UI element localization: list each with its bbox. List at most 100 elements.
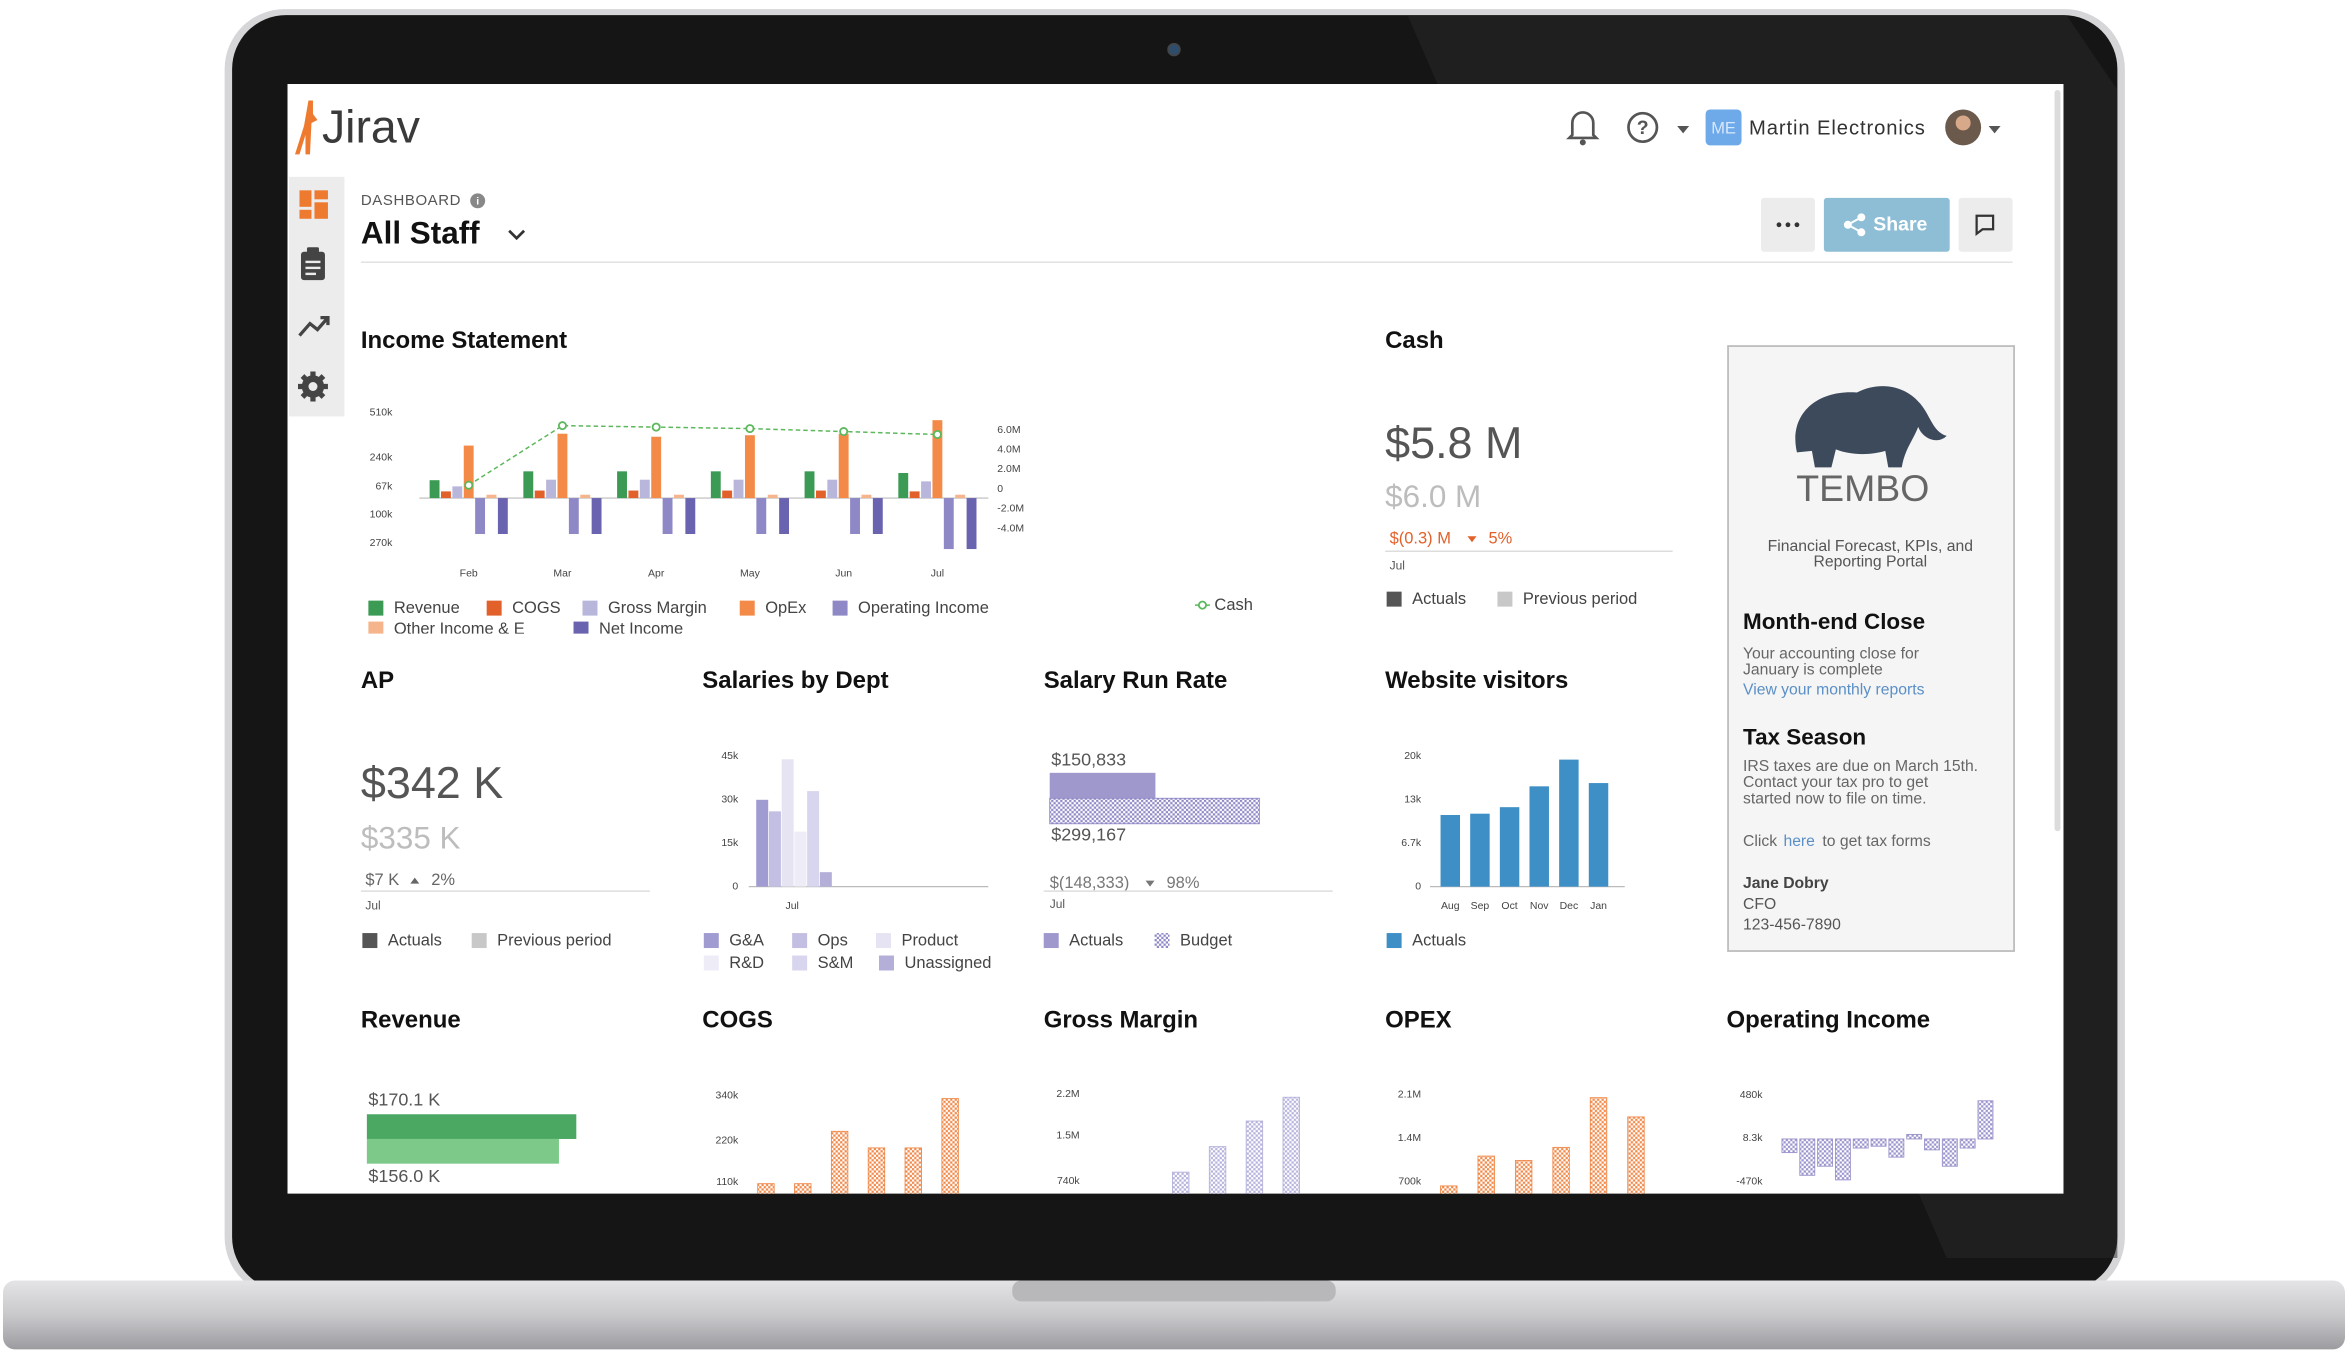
kpi-period: Jul — [1390, 558, 1405, 572]
y2-tick-label: -4.0M — [997, 523, 1024, 534]
nav-dashboard[interactable] — [299, 190, 328, 219]
nav-reports[interactable] — [300, 247, 325, 281]
income-legend: Revenue COGS Gross Margin OpEx Operating Inc… — [368, 599, 989, 634]
y-tick-label: 6.7k — [1401, 838, 1422, 849]
share-button[interactable] — [1823, 197, 1950, 252]
bar — [781, 759, 794, 887]
bar — [850, 498, 860, 535]
card-text: IRS taxes are due on March 15th. — [1743, 758, 1978, 775]
widget-title: Income Statement — [361, 327, 567, 354]
help-icon[interactable]: ? — [1627, 111, 1659, 144]
bar — [628, 490, 639, 499]
bar — [756, 498, 767, 535]
bar — [872, 498, 883, 535]
card-heading: Month-end Close — [1743, 609, 1925, 634]
base-notch — [1012, 1280, 1336, 1302]
bar — [815, 490, 826, 499]
kpi-change-pct: 2% — [431, 871, 455, 889]
bar — [861, 494, 872, 499]
legend-label: COGS — [512, 599, 561, 617]
y2-tick-label: 0 — [997, 484, 1003, 495]
y-tick-label: 740k — [1057, 1176, 1080, 1187]
bar — [1049, 772, 1156, 799]
bar — [1529, 786, 1549, 887]
cash-point — [932, 430, 942, 439]
widget-title: Salary Run Rate — [1044, 667, 1228, 694]
org-name[interactable]: Martin Electronics — [1749, 117, 1926, 139]
bar — [779, 498, 790, 535]
legend-label: S&M — [818, 954, 854, 972]
legend-swatch — [471, 933, 487, 949]
legend-label: G&A — [729, 932, 764, 950]
scrollbar[interactable] — [2054, 90, 2061, 832]
bell-icon[interactable] — [1566, 111, 1600, 146]
nav-settings[interactable] — [297, 371, 328, 402]
widget-title: AP — [361, 667, 394, 694]
x-tick-label: Nov — [1530, 901, 1549, 912]
y-tick-label: 2.1M — [1398, 1089, 1421, 1100]
org-badge[interactable] — [1705, 109, 1742, 146]
legend-swatch — [703, 933, 719, 949]
card-link[interactable]: View your monthly reports — [1743, 682, 1925, 699]
dashboard-name[interactable]: All Staff — [361, 216, 480, 251]
y2-tick-label: -2.0M — [997, 504, 1024, 515]
bar — [943, 498, 954, 550]
bar — [1049, 797, 1260, 825]
bar — [966, 498, 977, 550]
bar-value-label: $156.0 K — [368, 1166, 440, 1186]
bar — [1282, 1096, 1300, 1194]
y-tick-label: 67k — [375, 482, 393, 493]
bar — [819, 872, 832, 887]
tembo-logo: TEMBO — [1796, 467, 1929, 509]
avatar-caret[interactable] — [1988, 125, 2001, 134]
comment-icon — [1975, 214, 1995, 237]
cash-point — [557, 421, 567, 431]
cash-point — [839, 427, 849, 437]
bar — [546, 479, 557, 499]
y-tick-label: 0 — [1415, 881, 1421, 892]
bar — [651, 436, 662, 499]
bar — [830, 1130, 849, 1194]
legend-swatch — [582, 600, 598, 616]
legend-label: Previous period — [497, 932, 611, 950]
share-icon — [1843, 213, 1866, 237]
legend-swatch — [486, 600, 502, 616]
y-tick-label: 110k — [716, 1177, 739, 1188]
bar — [921, 481, 931, 499]
bar — [838, 433, 849, 499]
comment-button[interactable] — [1958, 197, 2013, 252]
bar — [568, 498, 579, 535]
bar — [1559, 759, 1579, 887]
org-badge-text: ME — [1711, 119, 1736, 137]
info-icon[interactable] — [470, 193, 486, 209]
y-tick-label: 700k — [1398, 1176, 1421, 1187]
y-tick-label: 0 — [732, 881, 738, 892]
bar — [710, 471, 721, 499]
cash-point — [745, 424, 755, 434]
help-caret[interactable] — [1677, 125, 1690, 134]
bar — [1781, 1138, 1798, 1154]
y-tick-label: 2.2M — [1056, 1089, 1079, 1100]
legend-label: Actuals — [1069, 932, 1123, 950]
bar — [1514, 1159, 1533, 1194]
x-tick-label: Sep — [1471, 901, 1490, 912]
nav-trends[interactable] — [298, 315, 330, 337]
info-icon-glyph: i — [476, 196, 479, 207]
y-tick-label: 15k — [721, 838, 739, 849]
y-tick-label: 510k — [370, 408, 393, 419]
bar — [867, 1147, 886, 1194]
widget-title: Salaries by Dept — [702, 667, 888, 694]
legend-swatch — [362, 933, 378, 949]
legend-swatch — [792, 955, 808, 971]
bar — [1552, 1146, 1570, 1194]
logo-text: Jirav — [322, 101, 421, 153]
laptop-base — [2, 1280, 2346, 1350]
bar — [744, 435, 755, 499]
card-link[interactable]: here — [1783, 833, 1815, 850]
x-tick-label: Jul — [785, 901, 798, 912]
bar — [756, 799, 769, 887]
cash-point — [464, 480, 474, 490]
y-tick-label: -470k — [1736, 1176, 1763, 1187]
dashboard-chevron[interactable] — [508, 229, 526, 241]
